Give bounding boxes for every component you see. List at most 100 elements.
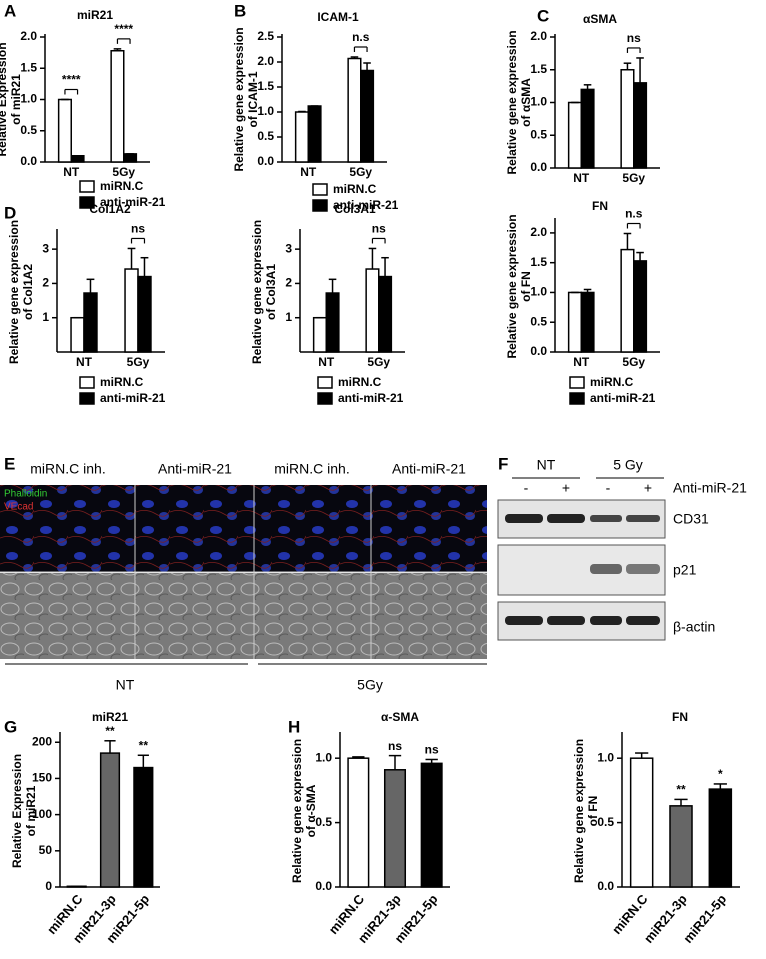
bar [99, 752, 121, 888]
sign: + [562, 480, 570, 496]
sign: - [524, 480, 529, 496]
bar [123, 153, 138, 163]
x-tick-label: miRN.C [609, 891, 651, 937]
y-tick-label: 0.5 [315, 815, 332, 829]
y-tick-label: 0.5 [257, 129, 274, 143]
y-tick-label: 0.0 [20, 154, 37, 168]
bar [325, 292, 340, 353]
legend-label: anti-miR-21 [590, 391, 656, 405]
x-tick-label: NT [318, 355, 335, 369]
chart-title: Col1A2 [89, 202, 131, 216]
bar [70, 155, 85, 163]
x-tick-label: 5Gy [622, 355, 645, 369]
bar [420, 762, 443, 888]
x-tick-label: 5Gy [112, 165, 135, 179]
significance-label: ** [105, 724, 115, 738]
y-axis-label: of miR21 [24, 785, 38, 836]
y-tick-label: 1.0 [530, 95, 547, 109]
panel-letter: B [234, 1, 246, 20]
x-tick-label: NT [573, 171, 590, 185]
y-axis-label: of ICAM-1 [246, 71, 260, 127]
legend-swatch [312, 183, 328, 196]
bar [567, 101, 583, 169]
significance-label: * [718, 767, 723, 781]
y-tick-label: 2 [285, 276, 292, 290]
panel-e: miRN.C inh. Anti-miR-21 miRN.C inh. Anti… [0, 461, 487, 693]
y-axis-label: of αSMA [519, 78, 533, 127]
legend-swatch [569, 376, 585, 389]
legend-swatch [317, 392, 333, 405]
legend-label: miRN.C [333, 182, 377, 196]
panel-letter: D [4, 203, 16, 222]
y-tick-label: 0.5 [530, 127, 547, 141]
bar [110, 50, 125, 163]
y-axis-label: Relative gene expression [250, 220, 264, 364]
bar [312, 316, 327, 353]
protein-label: CD31 [673, 511, 709, 527]
legend-label: miRN.C [338, 375, 382, 389]
y-tick-label: 1.5 [257, 79, 274, 93]
y-tick-label: 0.5 [597, 815, 614, 829]
legend-label: anti-miR-21 [333, 198, 399, 212]
legend-swatch [569, 392, 585, 405]
significance-label: ns [388, 739, 402, 753]
legend-label: miRN.C [100, 375, 144, 389]
y-axis-label: of Col1A2 [21, 264, 35, 320]
y-tick-label: 0.0 [315, 879, 332, 893]
legend-swatch [79, 376, 95, 389]
chart-title: miR21 [92, 710, 128, 724]
legend-label: anti-miR-21 [338, 391, 404, 405]
y-tick-label: 3 [42, 241, 49, 255]
y-axis-label: Relative gene expression [232, 27, 246, 171]
y-axis-label: of α-SMA [304, 784, 318, 837]
bar [124, 268, 139, 353]
bar [360, 69, 375, 163]
y-axis-label: of miR21 [9, 74, 23, 125]
column-label: Anti-miR-21 [158, 461, 232, 477]
panel-letter: A [4, 1, 16, 20]
bar [633, 82, 648, 169]
y-tick-label: 2.0 [257, 54, 274, 68]
legend-label: miRN.C [100, 179, 144, 193]
group-label: 5 Gy [613, 457, 643, 473]
x-tick-label: NT [573, 355, 590, 369]
y-tick-label: 0.0 [530, 344, 547, 358]
y-axis-label: Relative Expression [10, 754, 24, 868]
bar [708, 788, 733, 888]
y-axis-label: Relative gene expression [7, 220, 21, 364]
y-tick-label: 0.5 [530, 314, 547, 328]
bar [365, 268, 380, 353]
chart-title: miR21 [77, 8, 113, 22]
x-tick-label: 5Gy [127, 355, 150, 369]
bar [83, 292, 98, 353]
x-tick-label: NT [300, 165, 317, 179]
significance-label: ns [372, 222, 386, 236]
bar [347, 757, 370, 888]
significance-label: n.s [625, 207, 643, 221]
bar [620, 248, 635, 353]
y-tick-label: 150 [32, 771, 52, 785]
bar [307, 105, 322, 163]
y-tick-label: 1.5 [20, 60, 37, 74]
significance-label: ** [139, 738, 149, 752]
y-tick-label: 1.5 [530, 255, 547, 269]
y-tick-label: 1.0 [597, 750, 614, 764]
x-tick-label: NT [63, 165, 80, 179]
y-tick-label: 0.0 [597, 879, 614, 893]
chart-title: α-SMA [381, 710, 419, 724]
y-tick-label: 1.5 [530, 62, 547, 76]
y-tick-label: 2 [42, 276, 49, 290]
fluorescence-image [0, 485, 487, 572]
panel-letter: G [4, 717, 17, 736]
chart-title: αSMA [583, 12, 617, 26]
bar [620, 69, 635, 169]
y-axis-label: Relative gene expression [505, 214, 519, 358]
x-tick-label: 5Gy [367, 355, 390, 369]
legend-label: miRN.C [590, 375, 634, 389]
significance-label: n.s [352, 30, 370, 44]
y-axis-label: of Col3A1 [264, 264, 278, 320]
chart-title: FN [672, 710, 688, 724]
sign: + [644, 480, 652, 496]
bar [133, 766, 154, 888]
